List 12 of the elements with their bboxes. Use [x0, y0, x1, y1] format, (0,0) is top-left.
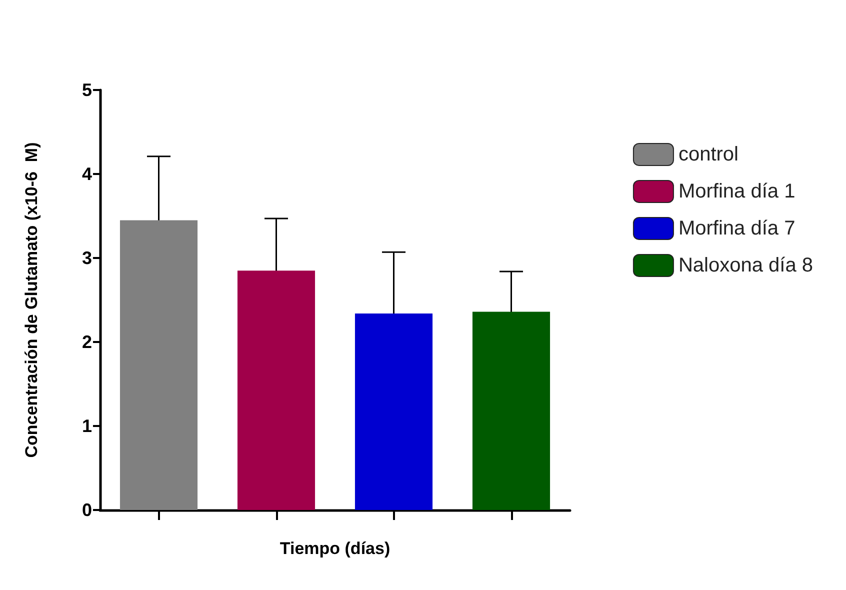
- y-tick-label: 5: [82, 80, 92, 100]
- y-tick-label: 4: [82, 164, 92, 184]
- y-tick-label: 2: [82, 332, 92, 352]
- y-tick-label: 1: [82, 416, 92, 436]
- x-axis-title: Tiempo (días): [280, 539, 390, 558]
- legend-label: Naloxona día 8: [678, 254, 814, 276]
- legend-label: control: [678, 144, 738, 166]
- y-axis-title: Concentración de Glutamato (x10-6 M): [22, 142, 41, 458]
- y-tick-label: 3: [82, 248, 92, 268]
- legend-label: Morfina día 1: [678, 180, 796, 202]
- y-tick-label: 0: [82, 500, 92, 520]
- legend-label: Morfina día 7: [678, 218, 796, 240]
